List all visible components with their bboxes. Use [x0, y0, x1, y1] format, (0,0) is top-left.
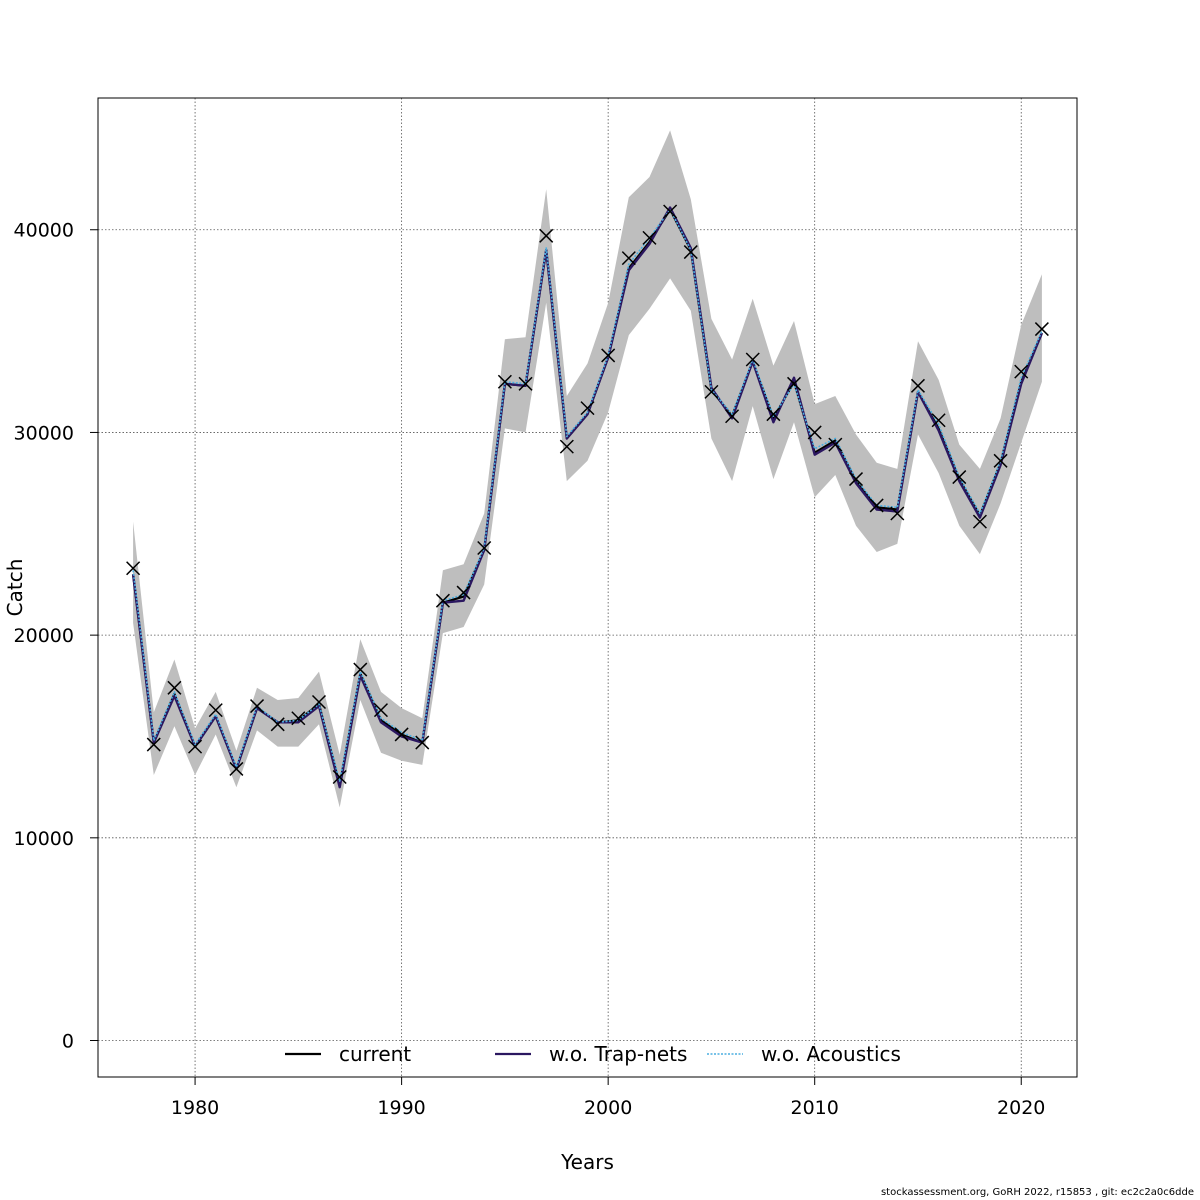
- observed-point-2020: [1014, 364, 1029, 379]
- y-tick-label-20000: 20000: [14, 625, 74, 647]
- observed-point-2010: [807, 425, 822, 440]
- observed-point-2006: [725, 409, 740, 424]
- observed-point-1996: [518, 376, 533, 391]
- y-tick-label-10000: 10000: [14, 828, 74, 850]
- observed-point-1980: [188, 739, 203, 754]
- legend-label-0: current: [339, 1042, 411, 1066]
- observed-point-2002: [642, 230, 657, 245]
- observed-point-1990: [394, 727, 409, 742]
- observed-point-2019: [993, 453, 1008, 468]
- observed-point-1999: [580, 401, 595, 416]
- observed-point-1986: [311, 694, 327, 710]
- observed-point-1992: [435, 593, 450, 608]
- observed-point-2011: [828, 437, 843, 452]
- observed-point-1993: [456, 585, 471, 600]
- observed-point-2017: [952, 470, 967, 485]
- series-line-1: [131, 206, 1044, 789]
- observed-point-2001: [621, 251, 636, 266]
- observed-point-2004: [683, 245, 698, 260]
- observed-point-1987: [332, 769, 347, 785]
- observed-markers: [126, 204, 1049, 785]
- plot-frame: [97, 97, 1078, 1078]
- footer-credit: stockassessment.org, GoRH 2022, r15853 ,…: [880, 1187, 1194, 1198]
- observed-point-2018: [972, 514, 987, 529]
- observed-point-1983: [250, 699, 265, 714]
- y-tick-label-0: 0: [62, 1031, 74, 1053]
- x-tick-label-1980: 1980: [171, 1097, 219, 1119]
- observed-point-1994: [477, 540, 492, 556]
- observed-point-2014: [890, 506, 905, 521]
- observed-point-1995: [497, 374, 512, 389]
- observed-point-2016: [931, 413, 946, 428]
- y-axis-title: Catch: [3, 559, 27, 617]
- observed-point-2013: [869, 498, 884, 513]
- legend-label-2: w.o. Acoustics: [761, 1042, 901, 1066]
- y-tick-label-40000: 40000: [14, 220, 74, 242]
- grid-lines: [98, 98, 1077, 1077]
- observed-point-2015: [910, 378, 925, 393]
- observed-point-2021: [1034, 322, 1049, 337]
- x-tick-label-2000: 2000: [584, 1097, 632, 1119]
- observed-point-2008: [766, 407, 781, 422]
- observed-point-2000: [601, 348, 616, 363]
- observed-point-1998: [559, 439, 574, 454]
- observed-point-2012: [848, 472, 864, 487]
- observed-point-2007: [745, 352, 760, 367]
- observed-point-1988: [353, 662, 368, 677]
- observed-point-1977: [126, 561, 141, 576]
- series-lines: [131, 206, 1044, 789]
- observed-point-2009: [787, 376, 802, 391]
- y-axis: 0 10000 20000 30000 40000: [14, 220, 98, 1053]
- y-tick-label-30000: 30000: [14, 422, 74, 444]
- observed-point-1981: [208, 703, 223, 718]
- observed-point-2003: [663, 204, 678, 219]
- x-tick-label-2010: 2010: [791, 1097, 839, 1119]
- x-tick-label-1990: 1990: [377, 1097, 425, 1119]
- observed-point-1991: [415, 735, 430, 750]
- observed-point-2005: [704, 384, 719, 399]
- observed-point-1989: [373, 703, 388, 718]
- observed-point-1984: [270, 717, 285, 732]
- x-tick-label-2020: 2020: [997, 1097, 1045, 1119]
- x-axis-title: Years: [560, 1150, 614, 1174]
- observed-point-1982: [229, 761, 244, 776]
- observed-point-1978: [146, 737, 161, 752]
- x-axis: 1980 1990 2000 2010 2020: [171, 1077, 1045, 1119]
- observed-point-1985: [291, 711, 306, 726]
- observed-point-1997: [539, 228, 554, 243]
- legend: current w.o. Trap-nets w.o. Acoustics: [285, 1042, 901, 1066]
- observed-point-1979: [167, 680, 182, 695]
- legend-label-1: w.o. Trap-nets: [549, 1042, 687, 1066]
- series-line-2: [132, 208, 1043, 782]
